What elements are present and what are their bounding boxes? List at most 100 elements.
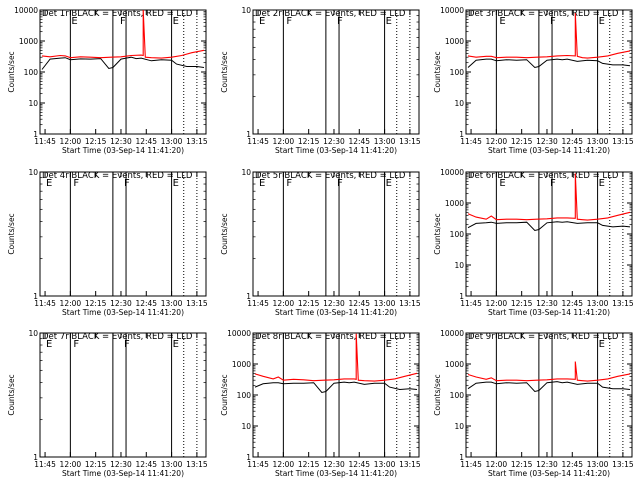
marker-label: F <box>120 16 126 27</box>
x-tick-label: 12:45 <box>561 299 583 308</box>
y-axis-label: Counts/sec <box>220 374 229 415</box>
y-tick-label: 1 <box>246 292 251 301</box>
plot-frame <box>465 171 633 297</box>
x-tick-label: 13:15 <box>399 460 421 469</box>
x-tick-label: 12:15 <box>85 299 107 308</box>
x-tick-label: 12:00 <box>273 299 295 308</box>
x-tick-label: 12:45 <box>561 460 583 469</box>
y-tick-label: 1 <box>33 453 38 462</box>
x-tick-label: 12:15 <box>511 137 533 146</box>
x-tick-label: 12:30 <box>110 460 132 469</box>
y-tick-label: 100 <box>450 68 465 77</box>
marker-label: F <box>124 339 130 350</box>
series-events <box>41 56 205 70</box>
x-tick-label: 11:45 <box>460 460 482 469</box>
y-tick-label: 1 <box>459 130 464 139</box>
x-tick-label: 12:00 <box>486 137 508 146</box>
y-axis-label: Counts/sec <box>7 213 16 254</box>
panel-det-3: Det 3r BLACK = Events, RED = LLD 1 10 100 10… <box>433 6 634 155</box>
x-tick-label: 12:15 <box>511 299 533 308</box>
marker-label: F <box>286 178 292 189</box>
y-axis-label: Counts/sec <box>433 213 442 254</box>
x-tick-label: 12:00 <box>273 460 295 469</box>
x-tick-label: 12:00 <box>60 137 82 146</box>
x-tick-label: 11:45 <box>34 137 56 146</box>
y-tick-label: 10 <box>28 329 38 338</box>
marker-label: E <box>599 16 605 27</box>
y-axis-label: Counts/sec <box>7 51 16 92</box>
x-tick-label: 11:45 <box>460 299 482 308</box>
panel-det-5: Det 5r BLACK = Events, RED = LLD 1 10 Count… <box>220 168 421 317</box>
y-tick-label: 1000 <box>445 37 464 46</box>
marker-label: F <box>73 339 79 350</box>
x-tick-label: 12:15 <box>511 460 533 469</box>
marker-label: F <box>73 178 79 189</box>
marker-label: F <box>550 178 556 189</box>
y-axis-label: Counts/sec <box>7 374 16 415</box>
x-tick-label: 13:15 <box>612 299 634 308</box>
panel-det-1: Det 1r BLACK = Events, RED = LLD 1 10 100 10… <box>7 6 208 155</box>
x-tick-label: 12:15 <box>298 460 320 469</box>
x-tick-label: 12:45 <box>348 460 370 469</box>
series-lld <box>254 333 418 382</box>
y-tick-label: 10 <box>454 99 464 108</box>
y-tick-label: 10000 <box>440 329 464 338</box>
plot-frame <box>252 332 420 458</box>
x-tick-label: 12:45 <box>348 137 370 146</box>
plot-frame <box>252 171 420 297</box>
panel-title: Det 2r BLACK = Events, RED = LLD <box>255 9 406 19</box>
y-tick-label: 1000 <box>445 360 464 369</box>
plot-frame <box>252 9 420 135</box>
x-tick-label: 13:00 <box>587 137 609 146</box>
marker-label: E <box>599 178 605 189</box>
series-lld <box>467 12 631 59</box>
x-tick-label: 12:30 <box>110 137 132 146</box>
y-tick-label: 10000 <box>227 329 251 338</box>
x-tick-label: 11:45 <box>247 299 269 308</box>
x-tick-label: 12:00 <box>486 299 508 308</box>
marker-label: E <box>46 178 52 189</box>
marker-label: E <box>386 16 392 27</box>
marker-label: F <box>286 16 292 27</box>
x-tick-label: 11:45 <box>34 460 56 469</box>
panel-det-6: Det 6r BLACK = Events, RED = LLD 1 10 100 10… <box>433 168 634 317</box>
x-tick-label: 13:00 <box>587 460 609 469</box>
panel-det-9: Det 9r BLACK = Events, RED = LLD 1 10 100 10… <box>433 329 634 478</box>
marker-label: E <box>46 339 52 350</box>
x-tick-label: 12:30 <box>536 299 558 308</box>
x-tick-label: 12:45 <box>135 137 157 146</box>
x-tick-label: 11:45 <box>247 137 269 146</box>
x-tick-label: 13:15 <box>186 460 208 469</box>
y-tick-label: 1 <box>459 292 464 301</box>
plot-frame <box>39 171 207 297</box>
marker-label: E <box>71 16 77 27</box>
series-lld <box>467 173 631 221</box>
x-tick-label: 12:45 <box>561 137 583 146</box>
panel-title: Det 4r BLACK = Events, RED = LLD <box>42 171 193 181</box>
y-tick-label: 10000 <box>440 6 464 15</box>
x-tick-label: 13:15 <box>186 137 208 146</box>
marker-label: E <box>386 178 392 189</box>
x-tick-label: 13:00 <box>161 299 183 308</box>
marker-label: E <box>259 16 265 27</box>
series-events <box>254 381 418 394</box>
y-tick-label: 1000 <box>19 37 38 46</box>
plot-frame <box>465 9 633 135</box>
series-lld <box>467 361 631 382</box>
panel-det-4: Det 4r BLACK = Events, RED = LLD 1 10 Count… <box>7 168 208 317</box>
x-tick-label: 11:45 <box>460 137 482 146</box>
x-tick-label: 12:00 <box>486 460 508 469</box>
x-axis-label: Start Time (03-Sep-14 11:41:20) <box>62 146 184 155</box>
y-tick-label: 1 <box>33 130 38 139</box>
marker-label: F <box>337 16 343 27</box>
x-tick-label: 12:45 <box>348 299 370 308</box>
y-tick-label: 100 <box>450 230 465 239</box>
panel-title: Det 7r BLACK = Events, RED = LLD <box>42 332 193 342</box>
x-tick-label: 13:00 <box>374 299 396 308</box>
x-tick-label: 12:15 <box>85 460 107 469</box>
marker-label: E <box>173 16 179 27</box>
plot-frame <box>465 332 633 458</box>
x-tick-label: 12:00 <box>273 137 295 146</box>
x-tick-label: 12:30 <box>536 137 558 146</box>
